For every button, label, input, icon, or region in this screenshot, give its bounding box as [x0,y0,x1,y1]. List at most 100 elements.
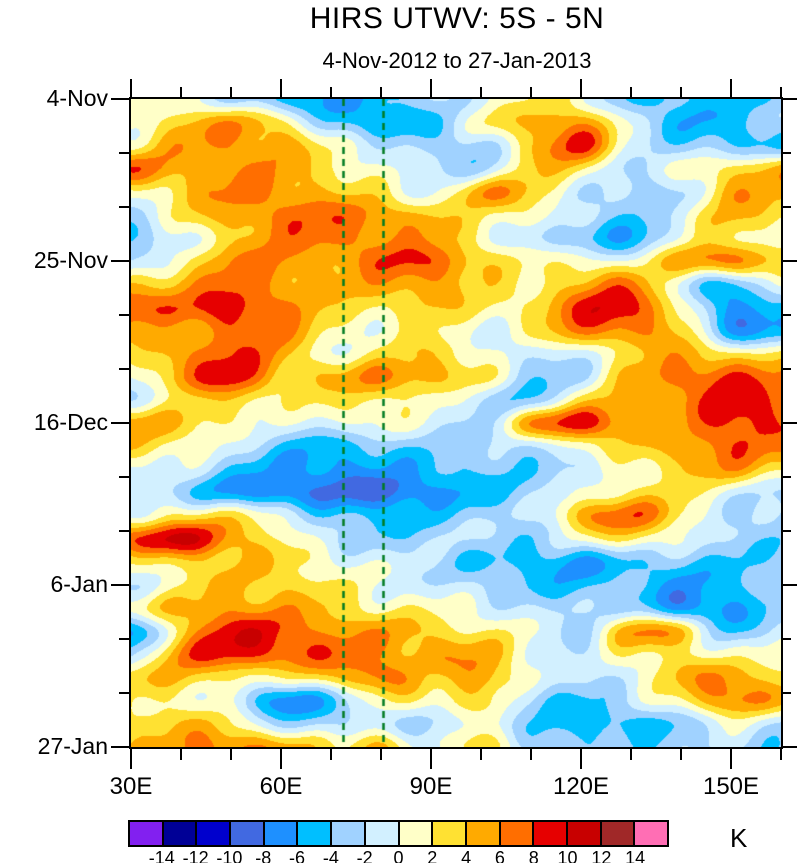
x-major-tick [279,749,283,769]
colorbar-tick-label: 8 [528,848,539,863]
x-minor-tick-top [780,87,782,97]
y-major-tick-right [783,583,797,587]
y-major-tick-right [783,97,797,101]
y-major-tick [111,259,129,263]
y-major-tick-right [783,745,797,749]
colorbar-swatch [601,822,636,845]
chart-subtitle: 4-Nov-2012 to 27-Jan-2013 [322,48,592,73]
y-minor-tick-right [783,530,791,532]
colorbar-tick-label: 2 [427,848,438,863]
x-minor-tick-top [530,87,532,97]
x-major-tick-top [729,79,733,97]
x-major-tick-top [429,79,433,97]
colorbar-swatch [399,822,434,845]
chart-title: HIRS UTWV: 5S - 5N [309,2,605,35]
colorbar-tick-label: -2 [356,848,373,863]
colorbar-tick-label: -8 [255,848,272,863]
y-minor-tick [119,692,129,694]
x-minor-tick-top [680,87,682,97]
y-minor-tick [119,530,129,532]
colorbar-tick-label: -12 [182,848,209,863]
colorbar-tick-label: -4 [322,848,339,863]
y-tick-label: 6-Jan [50,570,108,597]
x-tick-label: 60E [259,773,303,800]
x-tick-label: 150E [702,773,760,800]
colorbar-swatch [466,822,501,845]
contour-field-canvas [131,99,781,747]
colorbar-swatch [500,822,535,845]
colorbar-swatch [163,822,198,845]
colorbar-tick-label: 10 [557,848,578,863]
x-minor-tick-top [630,87,632,97]
y-minor-tick [119,638,129,640]
y-minor-tick [119,206,129,208]
colorbar-swatch [264,822,299,845]
x-minor-tick-top [180,87,182,97]
x-minor-tick [780,749,782,760]
x-tick-label: 30E [109,773,153,800]
y-minor-tick [119,368,129,370]
x-minor-tick [630,749,632,760]
colorbar-tick-label: 14 [625,848,646,863]
colorbar-swatch [534,822,568,845]
x-major-tick [729,749,733,769]
y-major-tick-right [783,421,797,425]
y-minor-tick-right [783,206,791,208]
colorbar-tick-label: 6 [494,848,505,863]
colorbar-swatch [567,822,602,845]
y-minor-tick [119,152,129,154]
colorbar-swatch [130,822,164,845]
y-tick-label: 25-Nov [33,246,108,273]
plot-area [129,97,783,749]
x-minor-tick [480,749,482,760]
x-minor-tick [680,749,682,760]
colorbar-swatch [332,822,366,845]
y-major-tick-right [783,259,797,263]
colorbar-swatch [433,822,467,845]
x-tick-label: 90E [409,773,453,800]
x-minor-tick [530,749,532,760]
colorbar-swatch [635,822,667,845]
y-major-tick [111,97,129,101]
x-major-tick-top [129,79,133,97]
x-major-tick [129,749,133,769]
y-major-tick [111,421,129,425]
y-minor-tick [119,476,129,478]
x-minor-tick [180,749,182,760]
x-major-tick-top [579,79,583,97]
x-major-tick [429,749,433,769]
colorbar [128,820,669,847]
x-minor-tick-top [230,87,232,97]
y-tick-label: 27-Jan [37,732,108,759]
x-tick-label: 120E [552,773,610,800]
x-minor-tick [330,749,332,760]
y-minor-tick-right [783,476,791,478]
colorbar-swatch [298,822,333,845]
colorbar-swatch [197,822,232,845]
y-tick-label: 16-Dec [33,408,108,435]
x-minor-tick [230,749,232,760]
y-tick-label: 4-Nov [46,84,108,111]
x-major-tick-top [279,79,283,97]
colorbar-tick-label: 0 [393,848,404,863]
y-minor-tick-right [783,692,791,694]
colorbar-tick-label: 12 [591,848,612,863]
x-minor-tick-top [380,87,382,97]
colorbar-unit-label: K [730,823,748,853]
y-minor-tick-right [783,314,791,316]
colorbar-tick-label: 4 [461,848,472,863]
colorbar-tick-label: -6 [289,848,306,863]
colorbar-swatch [231,822,265,845]
colorbar-swatch [365,822,400,845]
x-minor-tick-top [480,87,482,97]
y-minor-tick-right [783,152,791,154]
x-major-tick [579,749,583,769]
x-minor-tick-top [330,87,332,97]
y-minor-tick [119,314,129,316]
colorbar-tick-label: -14 [148,848,175,863]
y-major-tick [111,745,129,749]
x-minor-tick [380,749,382,760]
y-major-tick [111,583,129,587]
colorbar-tick-label: -10 [216,848,243,863]
